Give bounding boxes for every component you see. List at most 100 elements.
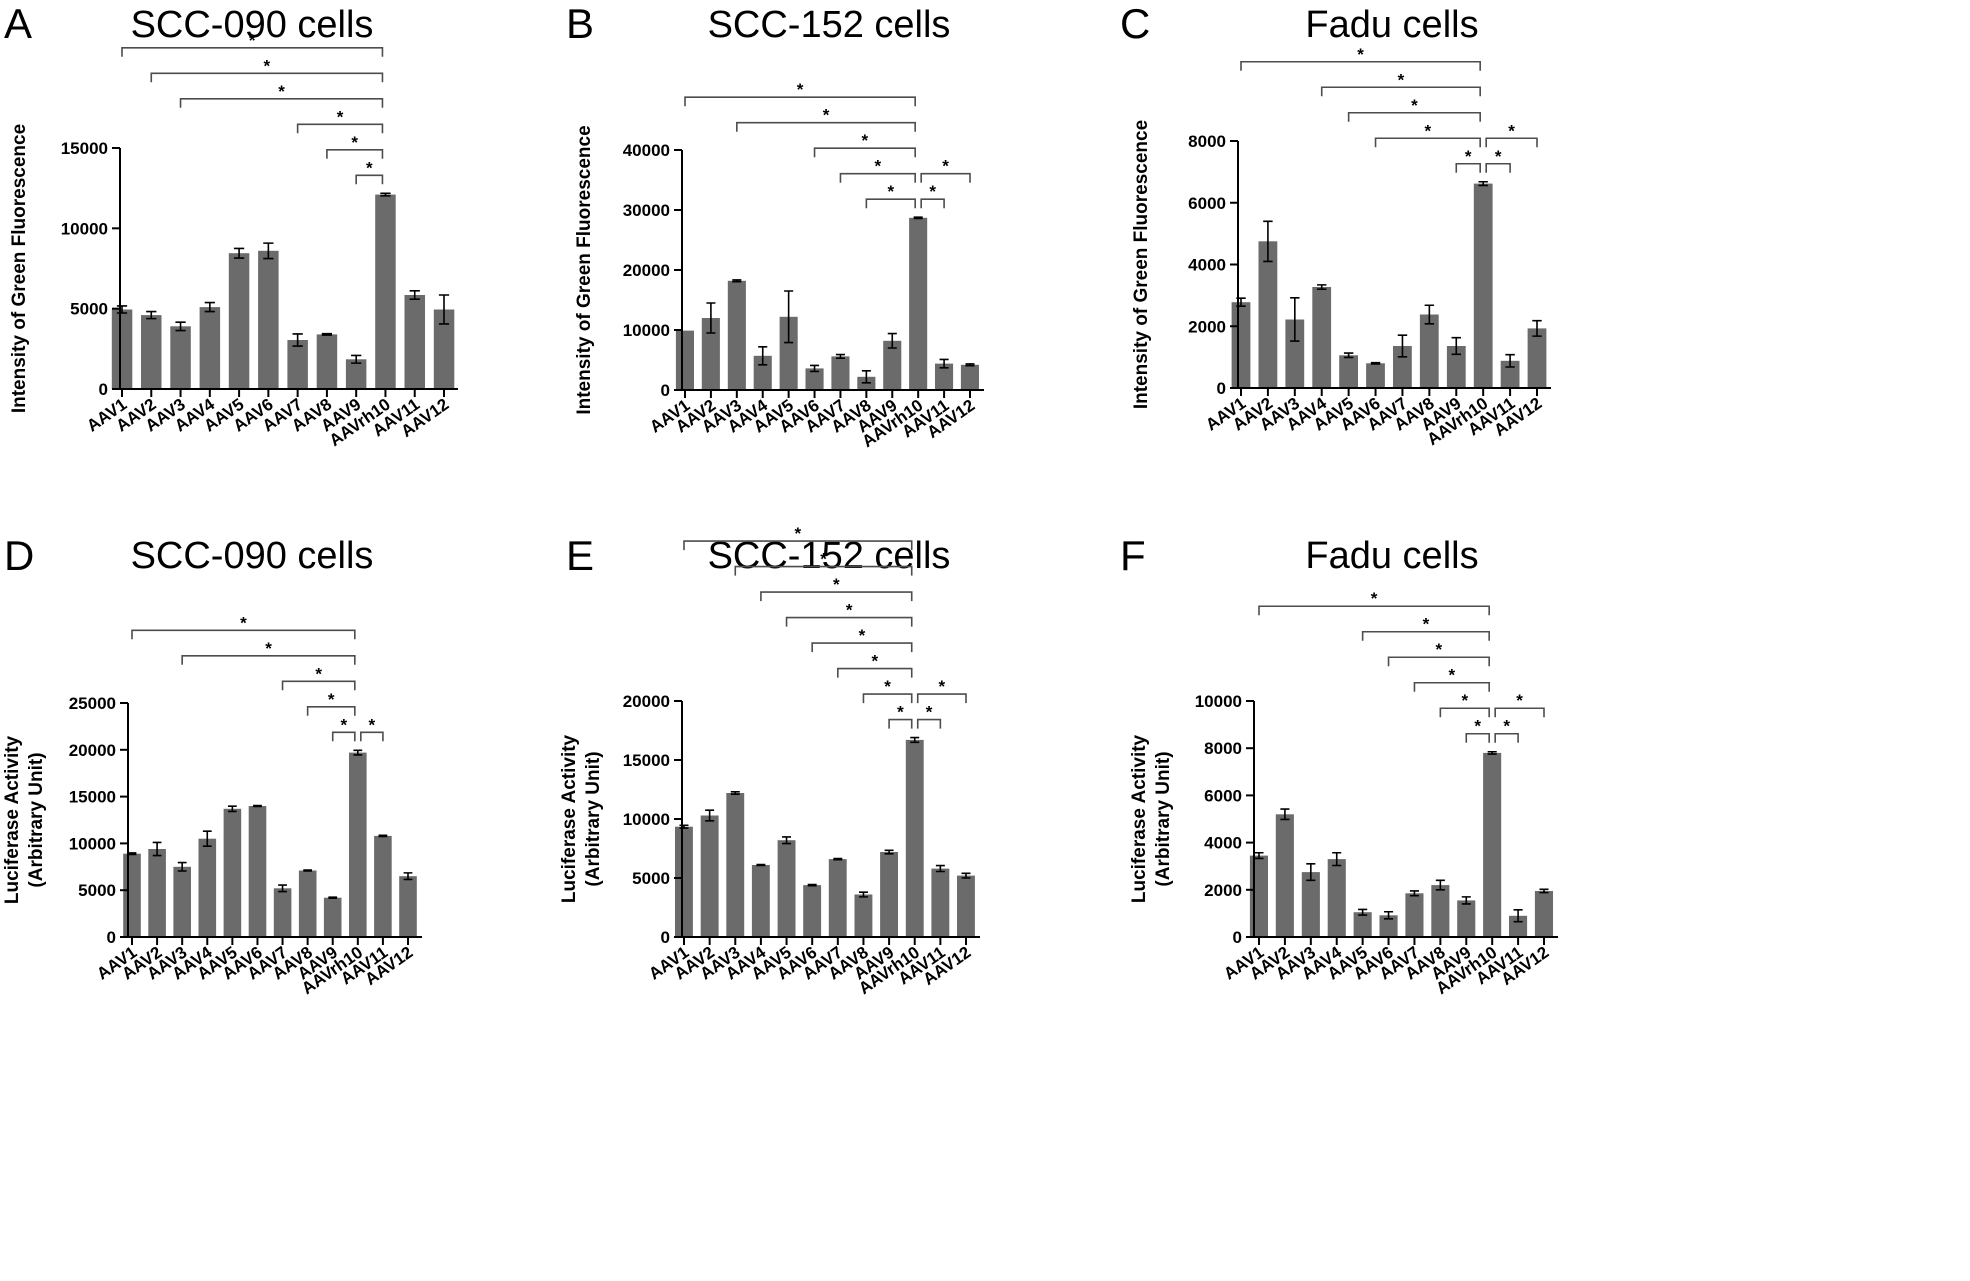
y-tick-label: 25000 (69, 694, 116, 713)
significance-bracket (281, 680, 356, 691)
error-bar-AAV2 (146, 310, 157, 320)
y-tick-label: 10000 (1195, 692, 1242, 711)
significance-star: * (1425, 121, 1432, 140)
panel-c: C Fadu cells 02000400060008000AAV1AAV2AA… (1120, 0, 1551, 449)
chart-title: SCC-090 cells (131, 535, 374, 577)
error-bar-AAV9 (884, 849, 894, 855)
significance-star: * (884, 677, 891, 696)
significance-star: * (1398, 70, 1405, 89)
bar-AAV6 (805, 368, 824, 390)
significance-bracket (734, 565, 913, 576)
significance-bracket (1465, 732, 1490, 743)
y-tick-label: 5000 (70, 300, 108, 319)
bar-AAV8 (316, 334, 338, 389)
bar-AAV12 (960, 364, 979, 390)
error-bar-AAV5 (1343, 352, 1354, 359)
bar-AAVrh10 (909, 217, 928, 390)
significance-star: * (315, 664, 322, 683)
error-bar-AAV11 (939, 358, 949, 369)
panel-letter: D (4, 532, 34, 579)
bar-AAV11 (935, 363, 954, 390)
error-bar-AAV8 (303, 869, 313, 872)
significance-bracket (1439, 707, 1490, 718)
significance-star: * (823, 106, 830, 125)
y-axis-label: Intensity of Green Fluorescence (9, 124, 30, 413)
error-bar-AAV8 (861, 370, 871, 384)
bar-AAVrh10 (349, 752, 367, 937)
significance-star: * (278, 82, 285, 101)
error-bar-AAV7 (1409, 890, 1419, 897)
significance-bracket (839, 172, 916, 183)
y-tick-label: 4000 (1188, 256, 1226, 275)
bar-AAV9 (1457, 900, 1476, 937)
y-tick-label: 5000 (632, 869, 670, 888)
bar-AAV8 (854, 894, 873, 937)
bar-AAV3 (1301, 872, 1320, 937)
bar-AAV1 (1231, 302, 1251, 388)
significance-bracket (811, 642, 913, 653)
significance-bracket (862, 693, 913, 704)
bar-AAV2 (148, 849, 166, 937)
error-bar-AAV12 (1532, 319, 1542, 337)
plot-area: 02000400060008000AAV1AAV2AAV3AAV4AAV5AAV… (1131, 45, 1551, 449)
error-bar-AAV1 (679, 824, 689, 829)
bar-AAVrh10 (1483, 752, 1502, 937)
y-tick-label: 0 (1217, 379, 1226, 398)
error-bar-AAV11 (1505, 353, 1515, 368)
bar-AAV9 (883, 340, 902, 390)
significance-star: * (846, 601, 853, 620)
bar-AAV7 (273, 888, 292, 937)
significance-star: * (249, 31, 256, 50)
bar-AAV2 (141, 315, 162, 389)
error-bar-AAVrh10 (1478, 180, 1488, 187)
significance-bracket (1494, 732, 1519, 743)
significance-star: * (340, 715, 347, 734)
significance-star: * (1495, 147, 1502, 166)
bar-AAV12 (399, 876, 417, 937)
significance-star: * (1449, 666, 1456, 685)
significance-bracket (1258, 605, 1490, 616)
significance-bracket (916, 693, 967, 704)
error-bar-AAV12 (1539, 888, 1549, 894)
bar-AAV11 (404, 295, 425, 389)
y-tick-label: 4000 (1204, 834, 1242, 853)
significance-star: * (1357, 45, 1364, 64)
bar-AAV11 (374, 835, 392, 937)
y-tick-label: 20000 (623, 692, 670, 711)
bar-AAV5 (223, 808, 242, 937)
significance-bracket (837, 667, 913, 678)
axis-lines (681, 150, 984, 391)
y-tick-label: 15000 (69, 788, 116, 807)
y-tick-label: 15000 (623, 751, 670, 770)
error-bar-AAV7 (835, 353, 845, 359)
error-bar-AAV3 (1290, 297, 1300, 342)
bar-AAV4 (751, 865, 770, 937)
significance-bracket (920, 172, 971, 183)
y-tick-label: 20000 (69, 741, 116, 760)
y-tick-label: 0 (661, 928, 670, 947)
significance-star: * (797, 80, 804, 99)
significance-bracket (1361, 630, 1490, 641)
significance-star: * (1465, 147, 1472, 166)
error-bar-AAVrh10 (353, 749, 363, 756)
bar-AAVrh10 (1473, 183, 1493, 388)
significance-bracket (920, 198, 945, 209)
bar-AAV2 (1275, 814, 1294, 937)
significance-star: * (366, 158, 373, 177)
significance-bracket (684, 96, 916, 107)
bar-AAV1 (1249, 855, 1268, 937)
bar-AAV1 (675, 330, 694, 390)
bar-AAV3 (170, 326, 191, 389)
error-bar-AAV8 (1424, 304, 1435, 325)
error-bar-AAV4 (1317, 284, 1327, 290)
bar-AAV7 (287, 340, 308, 389)
bar-AAV12 (957, 875, 975, 937)
error-bar-AAV4 (1332, 851, 1342, 867)
y-tick-label: 10000 (623, 321, 670, 340)
bar-AAV4 (1327, 859, 1346, 937)
y-tick-label: 0 (107, 928, 116, 947)
significance-bracket (150, 72, 384, 83)
plot-area: 050001000015000AAV1AAV2AAV3AAV4AAV5AAV6A… (9, 31, 458, 450)
bar-AAV5 (228, 253, 250, 389)
